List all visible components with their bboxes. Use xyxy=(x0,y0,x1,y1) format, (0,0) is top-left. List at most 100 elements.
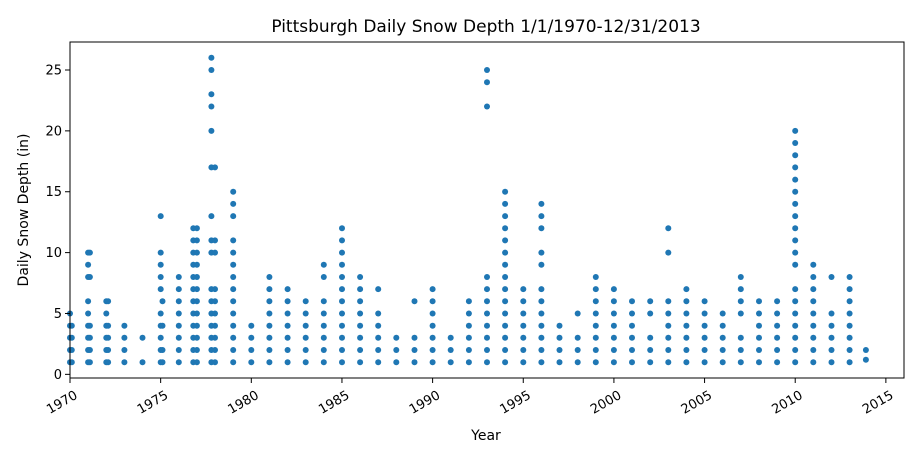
data-point xyxy=(665,225,672,232)
data-point xyxy=(810,334,817,341)
data-point xyxy=(810,286,817,293)
data-point xyxy=(828,334,835,341)
data-point xyxy=(484,322,490,329)
data-point xyxy=(846,298,853,305)
data-point xyxy=(774,359,781,366)
data-point xyxy=(320,334,327,341)
data-point xyxy=(647,310,654,317)
data-point xyxy=(538,200,545,207)
data-point xyxy=(683,347,690,353)
data-point xyxy=(429,334,436,341)
data-point xyxy=(266,359,273,366)
data-point xyxy=(538,347,545,353)
data-point xyxy=(756,334,762,341)
y-axis-ticks: 0 5 10 15 20 25 xyxy=(45,64,70,383)
data-point xyxy=(792,213,799,220)
data-point xyxy=(284,334,291,341)
data-point xyxy=(737,347,744,353)
data-point xyxy=(375,310,382,317)
data-point xyxy=(719,359,726,366)
data-points xyxy=(67,54,869,366)
data-point xyxy=(574,359,581,366)
data-point xyxy=(610,347,617,353)
data-point xyxy=(810,261,817,268)
data-point xyxy=(157,286,164,293)
data-point xyxy=(193,274,200,280)
data-point xyxy=(846,322,853,329)
data-point xyxy=(538,334,545,341)
data-point xyxy=(756,359,762,366)
data-point xyxy=(774,298,781,305)
data-point xyxy=(538,298,545,305)
data-point xyxy=(447,359,454,366)
data-point xyxy=(792,152,799,159)
data-point xyxy=(375,347,382,353)
data-point xyxy=(447,334,454,341)
data-point xyxy=(159,347,166,353)
data-point xyxy=(230,298,237,305)
data-point xyxy=(357,298,364,305)
data-point xyxy=(175,334,182,341)
data-point xyxy=(393,359,400,366)
data-point xyxy=(121,359,128,366)
data-point xyxy=(810,298,817,305)
data-point xyxy=(792,286,799,293)
data-point xyxy=(248,334,255,341)
data-point xyxy=(302,347,309,353)
data-point xyxy=(465,347,472,353)
data-point xyxy=(846,347,853,353)
data-point xyxy=(502,213,509,220)
data-point xyxy=(862,347,869,353)
data-point xyxy=(737,310,744,317)
data-point xyxy=(357,334,364,341)
data-point xyxy=(792,188,799,195)
data-point xyxy=(792,176,799,183)
data-point xyxy=(484,310,490,317)
data-point xyxy=(701,359,708,366)
data-point xyxy=(230,347,237,353)
data-point xyxy=(212,310,218,317)
data-point xyxy=(756,347,762,353)
data-point xyxy=(719,310,726,317)
data-point xyxy=(139,334,146,341)
data-point xyxy=(320,322,327,329)
data-point xyxy=(266,347,273,353)
data-point xyxy=(157,261,164,268)
data-point xyxy=(230,359,237,366)
data-point xyxy=(208,54,215,61)
data-point xyxy=(647,359,654,366)
data-point xyxy=(465,322,472,329)
data-point xyxy=(665,334,672,341)
data-point xyxy=(502,359,509,366)
data-point xyxy=(538,310,545,317)
data-point xyxy=(266,286,273,293)
data-point xyxy=(175,347,182,353)
data-point xyxy=(284,359,291,366)
data-point xyxy=(121,347,128,353)
data-point xyxy=(284,286,291,293)
data-point xyxy=(302,359,309,366)
data-point xyxy=(375,322,382,329)
data-point xyxy=(862,356,869,363)
data-point xyxy=(574,347,581,353)
data-point xyxy=(302,334,309,341)
data-point xyxy=(393,334,400,341)
data-point xyxy=(230,200,237,207)
data-point xyxy=(465,310,472,317)
data-point xyxy=(792,261,799,268)
data-point xyxy=(520,322,527,329)
data-point xyxy=(737,298,744,305)
data-point xyxy=(339,347,345,353)
data-point xyxy=(592,310,599,317)
data-point xyxy=(538,225,545,232)
data-point xyxy=(86,249,93,256)
data-point xyxy=(212,249,218,256)
data-point xyxy=(85,261,92,268)
data-point xyxy=(810,274,817,280)
data-point xyxy=(610,334,617,341)
data-point xyxy=(302,310,309,317)
data-point xyxy=(230,322,237,329)
data-point xyxy=(105,322,112,329)
data-point xyxy=(266,334,273,341)
data-point xyxy=(520,359,527,366)
